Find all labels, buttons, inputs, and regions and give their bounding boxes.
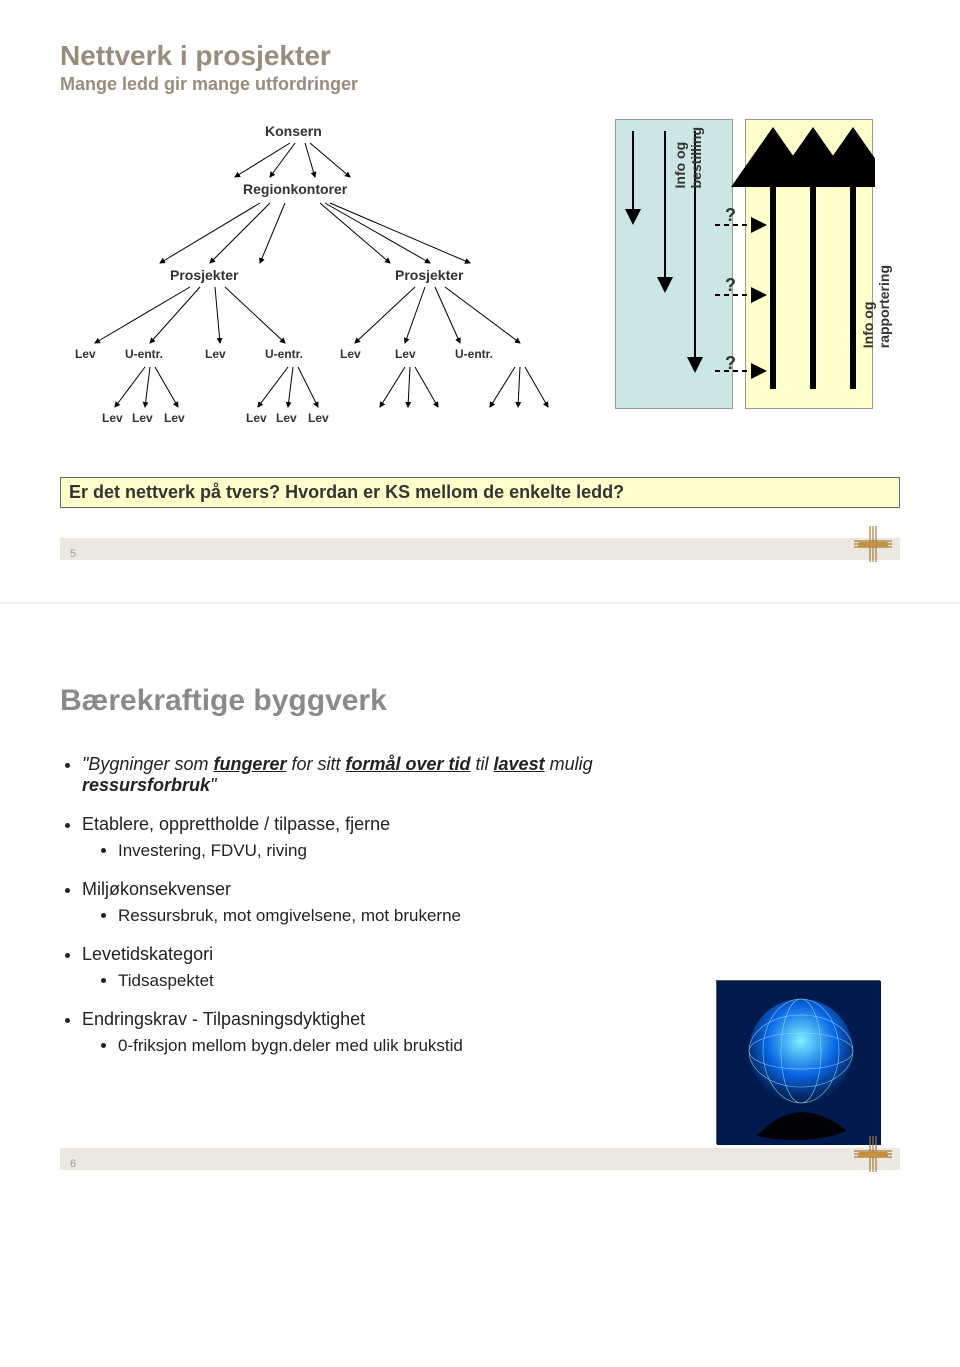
slide1-subtitle: Mange ledd gir mange utfordringer [60,74,900,95]
slide2-footer: 6 [60,1136,900,1172]
footer-logo-icon-2 [854,1136,892,1172]
slide2-title: Bærekraftige byggverk [60,684,900,718]
bullet-1: "Bygninger som fungerer for sitt formål … [82,754,900,796]
bullet-3: Miljøkonsekvenser Ressursbruk, mot omgiv… [82,879,900,926]
panel-arrows [615,119,875,419]
tree-l3-left: Prosjekter [170,267,238,283]
qmark-3: ? [725,353,736,374]
slide1-question: Er det nettverk på tvers? Hvordan er KS … [60,477,900,508]
page-number: 5 [70,548,76,560]
bullet-3-sub: Ressursbruk, mot omgivelsene, mot bruker… [118,906,900,926]
tree-r4-4: Lev [340,347,361,361]
bullet-2-sub: Investering, FDVU, riving [118,841,900,861]
tree-r5l-0: Lev [102,411,123,425]
slide1-title: Nettverk i prosjekter [60,40,900,72]
bullet-2: Etablere, opprettholde / tilpasse, fjern… [82,814,900,861]
page-number-2: 6 [70,1158,76,1170]
tree-r4-0: Lev [75,347,96,361]
tree-r4-3: U-entr. [265,347,303,361]
tree-r5l-1: Lev [132,411,153,425]
tree-l1: Konsern [265,123,322,139]
tree-r5r-0: Lev [246,411,267,425]
panel-label-right: Info ograpportering [860,265,892,348]
qmark-1: ? [725,205,736,226]
tree-r4-6: U-entr. [455,347,493,361]
footer-logo-icon [854,526,892,562]
tree-r4-5: Lev [395,347,416,361]
slide1-diagram: Konsern Regionkontorer Prosjekter Prosje… [60,115,900,465]
tree-r5r-2: Lev [308,411,329,425]
tree-r5l-2: Lev [164,411,185,425]
slide-2: Bærekraftige byggverk "Bygninger som fun… [0,644,960,1264]
slide1-footer: 5 [60,526,900,562]
tree-l3-right: Prosjekter [395,267,463,283]
qmark-2: ? [725,275,736,296]
tree-r5r-1: Lev [276,411,297,425]
slide-1: Nettverk i prosjekter Mange ledd gir man… [0,0,960,592]
tree-l2: Regionkontorer [243,181,347,197]
globe-image [716,980,880,1144]
panel-label-left: Info ogbestilling [672,127,704,188]
tree-r4-1: U-entr. [125,347,163,361]
tree-r4-2: Lev [205,347,226,361]
